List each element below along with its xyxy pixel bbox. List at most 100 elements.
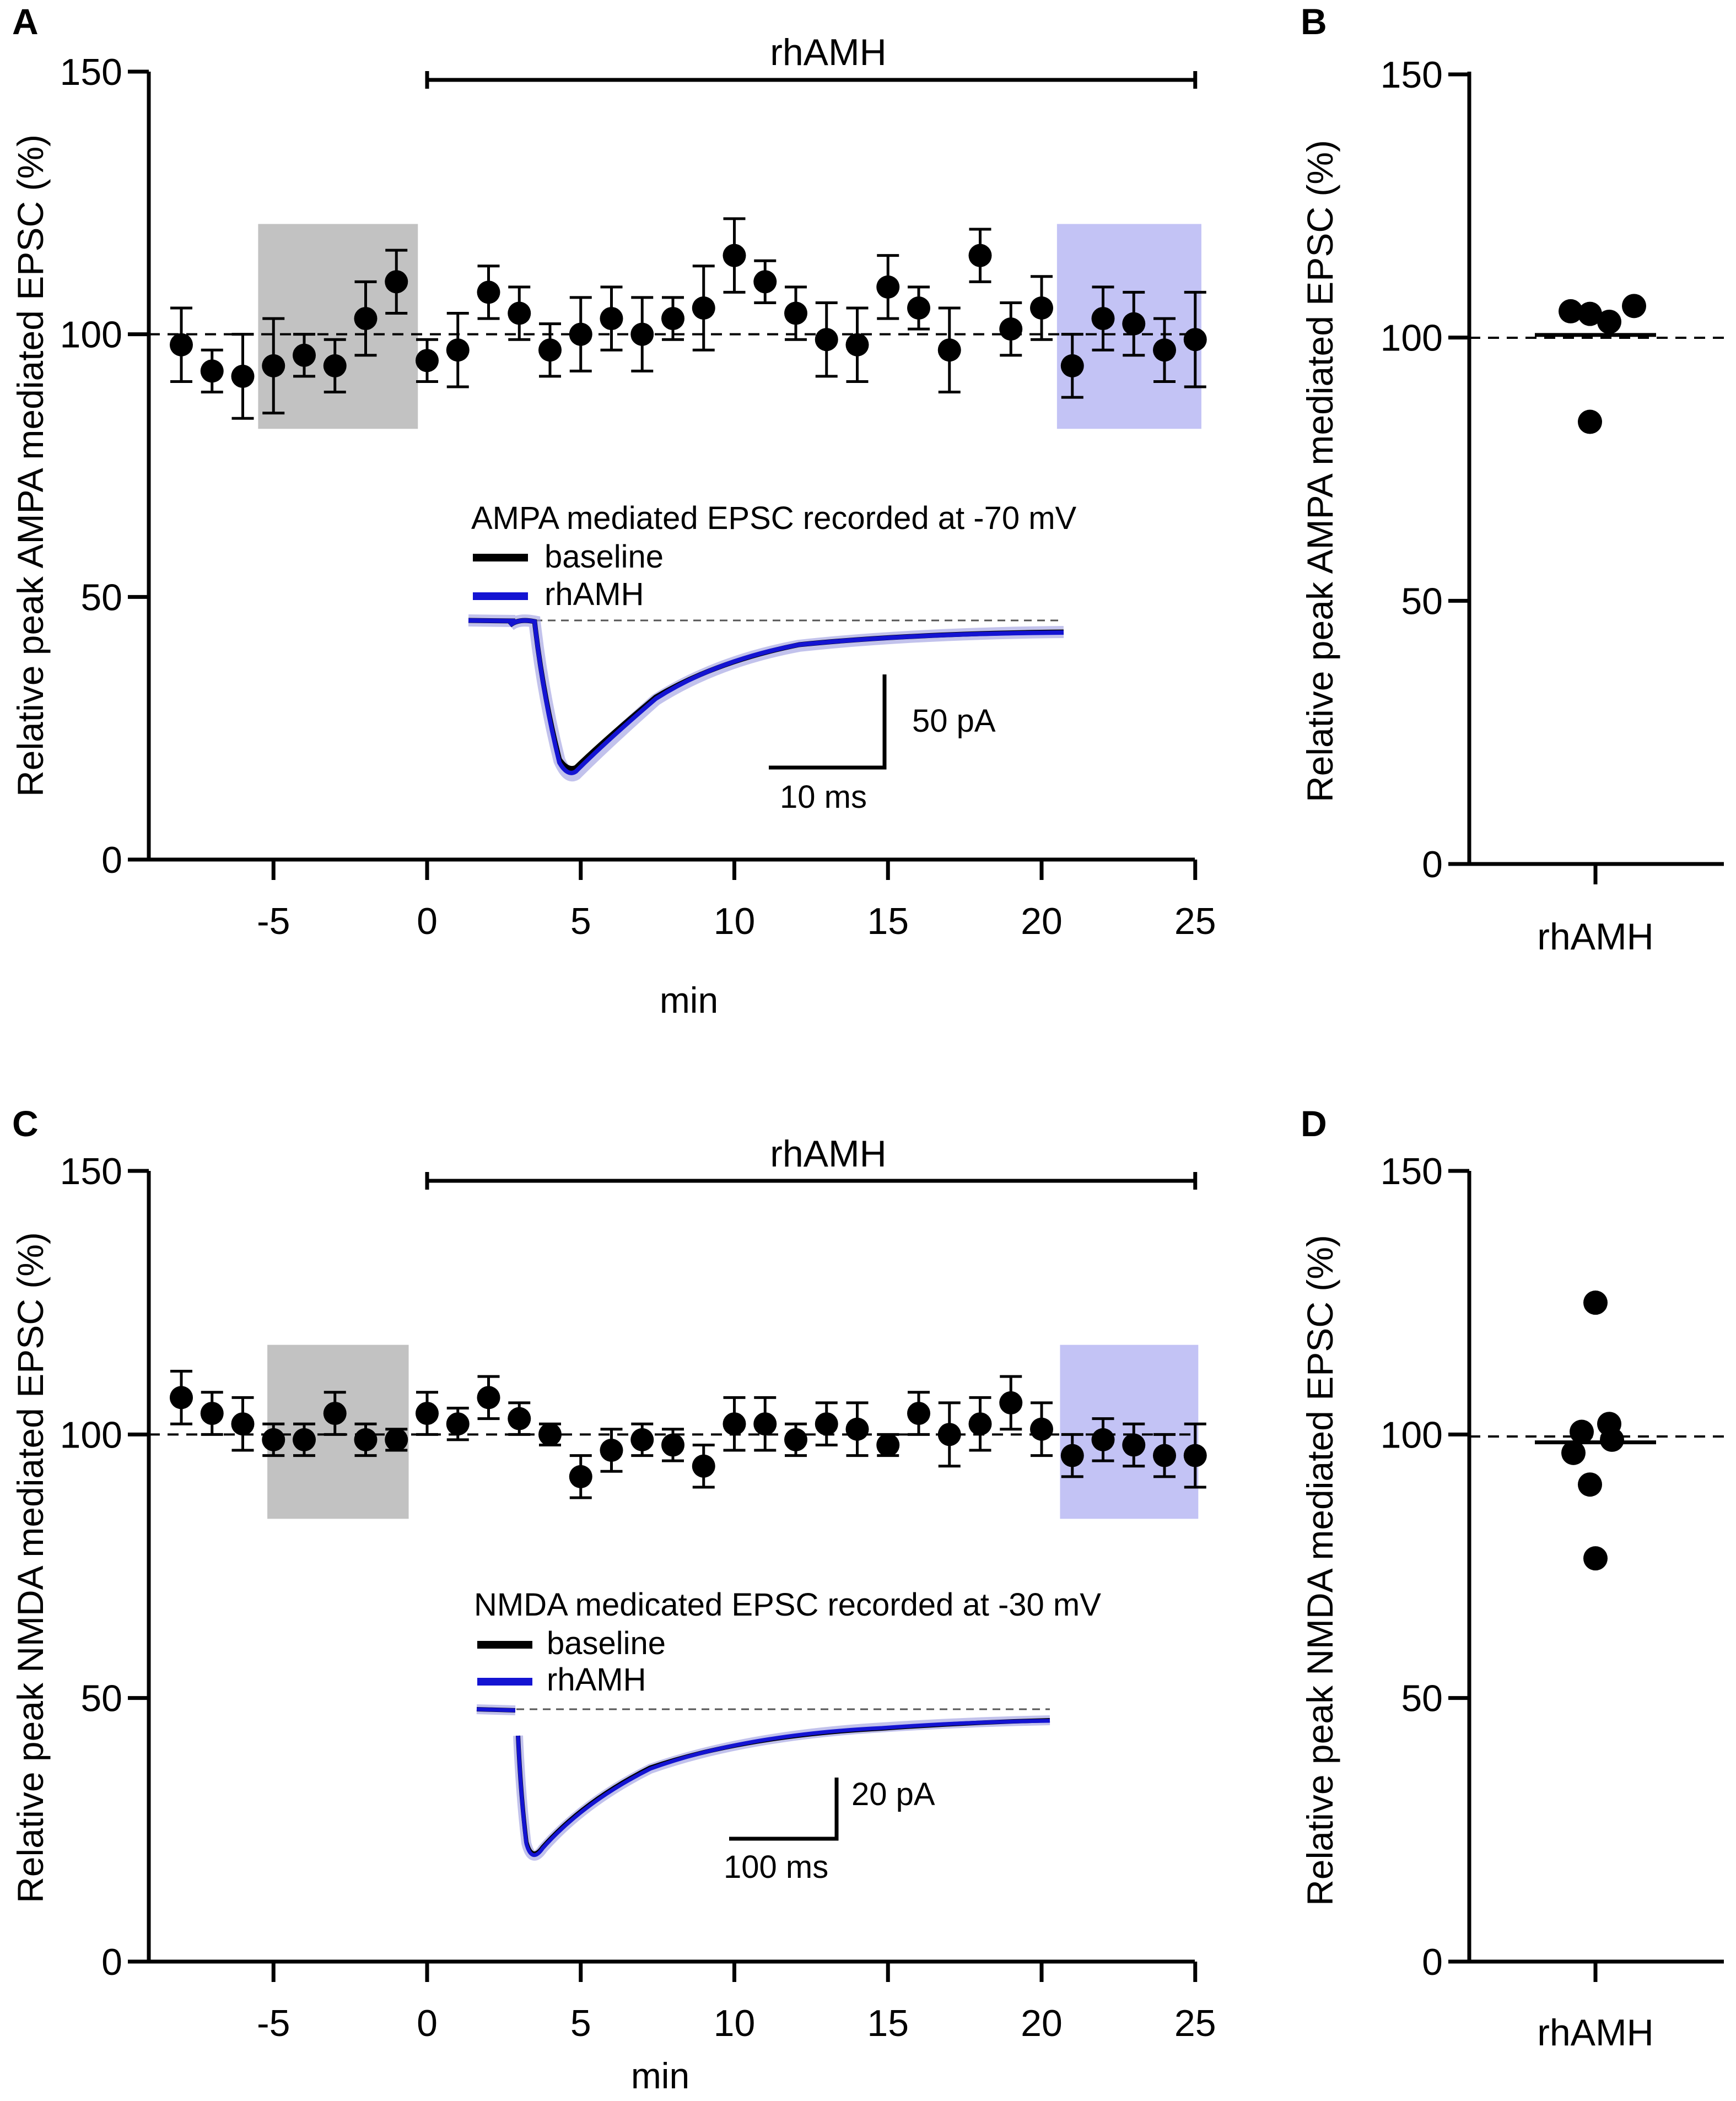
- scale-label-y-a: 50 pA: [912, 703, 996, 739]
- x-tick-label: 25: [1174, 900, 1216, 942]
- drug-window-c: [1060, 1344, 1199, 1519]
- data-point: [1583, 1546, 1608, 1571]
- data-point: [784, 301, 807, 325]
- data-points-d: [1561, 1290, 1624, 1571]
- data-point: [200, 1402, 224, 1425]
- x-tick-label: 25: [1174, 2002, 1216, 2044]
- legend-label-baseline-c: baseline: [547, 1625, 666, 1661]
- scale-bar-a: [769, 674, 887, 770]
- scale-label-y-c: 20 pA: [851, 1776, 935, 1812]
- panel-d: D 0 50 100 150 Relative peak NMDA mediated …: [1300, 1103, 1728, 2054]
- data-point: [784, 1428, 807, 1451]
- y-axis-title-a: Relative peak AMPA mediated EPSC (%): [10, 134, 51, 797]
- data-point: [1091, 1428, 1115, 1451]
- y-tick-label: 50: [80, 1678, 122, 1720]
- data-point: [416, 1402, 439, 1425]
- inset-title-c: NMDA medicated EPSC recorded at -30 mV: [474, 1587, 1101, 1623]
- panel-letter-d: D: [1301, 1103, 1327, 1144]
- data-points-c: [170, 1370, 1207, 1499]
- category-label-d: rhAMH: [1537, 2012, 1654, 2054]
- y-tick-label: 0: [1422, 1941, 1443, 1983]
- data-point: [661, 1433, 684, 1457]
- panel-letter-c: C: [12, 1103, 39, 1144]
- inset-title-a: AMPA mediated EPSC recorded at -70 mV: [471, 500, 1077, 536]
- data-point: [416, 349, 439, 372]
- data-point: [170, 333, 193, 357]
- y-ticks-d: 0 50 100 150: [1381, 1151, 1469, 1983]
- legend-label-baseline-a: baseline: [544, 539, 664, 575]
- x-tick-label: 15: [867, 900, 909, 942]
- inset-c: NMDA medicated EPSC recorded at -30 mV b…: [474, 1587, 1101, 1885]
- y-tick-label: 50: [1401, 1678, 1443, 1720]
- data-point: [1583, 1290, 1608, 1315]
- x-tick-label: 10: [714, 900, 756, 942]
- y-tick-label: 150: [60, 51, 122, 93]
- data-point: [293, 343, 316, 367]
- y-tick-label: 100: [1381, 317, 1443, 359]
- x-axis-title-c: min: [631, 2055, 689, 2096]
- data-point: [1561, 1440, 1586, 1465]
- data-point: [1597, 310, 1621, 334]
- data-point: [600, 307, 623, 331]
- data-point: [600, 1439, 623, 1462]
- data-point: [262, 1428, 285, 1451]
- data-point: [1153, 338, 1176, 362]
- data-point: [508, 1407, 531, 1430]
- data-point: [1578, 409, 1602, 434]
- scale-label-x-a: 10 ms: [780, 779, 867, 815]
- data-point: [845, 333, 869, 357]
- data-point: [1183, 328, 1207, 352]
- data-point: [231, 1412, 255, 1436]
- data-point: [354, 1428, 378, 1451]
- data-point: [1091, 307, 1115, 331]
- x-tick-label: 5: [570, 900, 591, 942]
- data-point: [876, 1433, 900, 1457]
- scale-bar-c: [729, 1778, 839, 1841]
- data-point: [1060, 1444, 1084, 1467]
- data-point: [661, 307, 684, 331]
- legend-label-rhamh-c: rhAMH: [547, 1662, 646, 1698]
- y-ticks-c: 0 50 100 150: [60, 1151, 149, 1983]
- data-points-b: [1559, 294, 1646, 434]
- baseline-window-a: [258, 224, 418, 429]
- data-point: [630, 1428, 654, 1451]
- treatment-bar-label-a: rhAMH: [770, 31, 887, 73]
- data-point: [477, 280, 500, 304]
- data-point: [968, 244, 992, 267]
- data-point: [1570, 1419, 1594, 1444]
- data-point: [354, 307, 378, 331]
- data-point: [999, 1391, 1023, 1414]
- legend-label-rhamh-a: rhAMH: [544, 576, 644, 612]
- category-label-b: rhAMH: [1537, 916, 1654, 958]
- data-point: [508, 301, 531, 325]
- data-point: [446, 1412, 470, 1436]
- data-point: [569, 322, 592, 346]
- data-point: [1122, 1433, 1146, 1457]
- data-point: [937, 338, 961, 362]
- data-point: [262, 354, 285, 377]
- data-point: [293, 1428, 316, 1451]
- y-axis-title-d: Relative peak NMDA mediated EPSC (%): [1300, 1235, 1340, 1906]
- y-tick-label: 150: [60, 1151, 122, 1192]
- x-tick-label: 10: [714, 2002, 756, 2044]
- x-tick-label: 5: [570, 2002, 591, 2044]
- data-point: [968, 1412, 992, 1436]
- y-tick-label: 100: [60, 314, 122, 356]
- data-point: [323, 1402, 347, 1425]
- data-point: [815, 1412, 838, 1436]
- data-point: [692, 1454, 715, 1478]
- data-point: [630, 322, 654, 346]
- data-point: [569, 1465, 592, 1488]
- x-ticks-c: -5 0 5 10 15 20 25: [257, 1962, 1216, 2044]
- data-point: [1578, 301, 1602, 326]
- data-point: [937, 1423, 961, 1446]
- y-tick-label: 50: [80, 576, 122, 618]
- data-point: [1559, 299, 1583, 323]
- y-ticks-a: 0 50 100 150: [60, 51, 149, 881]
- x-axis-title-a: min: [660, 980, 718, 1020]
- y-tick-label: 100: [1381, 1414, 1443, 1456]
- data-point: [200, 359, 224, 383]
- data-point: [385, 270, 408, 294]
- data-point: [999, 317, 1023, 341]
- y-ticks-b: 0 50 100 150: [1381, 54, 1469, 885]
